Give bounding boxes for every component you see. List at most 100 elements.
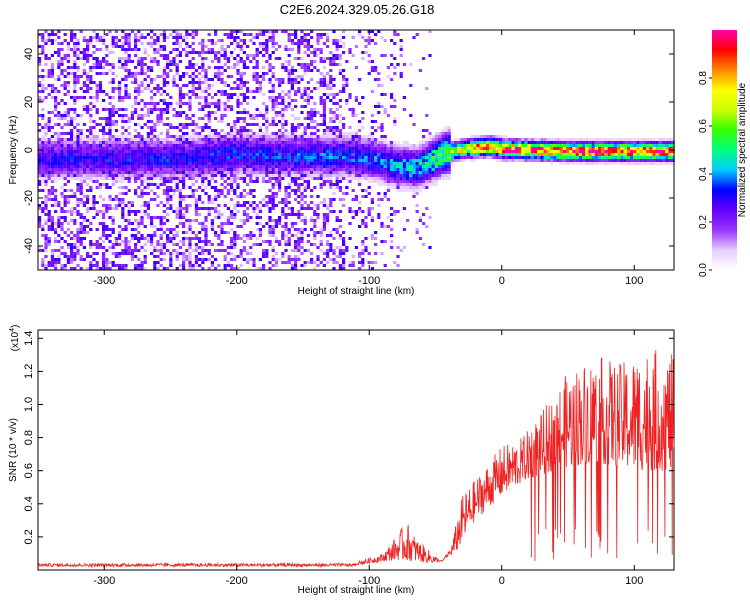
spectrogram-cell (249, 135, 253, 138)
spectrogram-cell (230, 159, 234, 162)
spectrogram-cell (57, 240, 61, 243)
spectrogram-cell (300, 78, 304, 81)
spectrogram-cell (114, 207, 118, 210)
spectrogram-cell (281, 123, 285, 126)
spectrogram-cell (217, 141, 221, 144)
spectrogram-cell (108, 267, 112, 270)
spectrogram-cell (399, 48, 403, 51)
spectrogram-cell (70, 243, 74, 246)
spectrogram-cell (111, 228, 115, 231)
spectrogram-cell (290, 48, 294, 51)
spectrogram-cell (111, 162, 115, 165)
spectrogram-cell (284, 213, 288, 216)
spectrogram-cell (143, 180, 147, 183)
spectrogram-cell (172, 159, 176, 162)
spectrogram-cell (137, 117, 141, 120)
spectrogram-cell (326, 159, 330, 162)
spectrogram-cell (185, 174, 189, 177)
spectrogram-cell (162, 183, 166, 186)
spectrogram-cell (105, 147, 109, 150)
spectrogram-cell (166, 207, 170, 210)
spectrogram-cell (425, 141, 429, 144)
spectrogram-cell (153, 246, 157, 249)
spectrogram-cell (326, 216, 330, 219)
spectrogram-cell (44, 126, 48, 129)
spectrogram-cell (156, 150, 160, 153)
spectrogram-cell (89, 126, 93, 129)
spectrogram-cell (223, 102, 227, 105)
spectrogram-cell (374, 171, 378, 174)
spectrogram-cell (367, 60, 371, 63)
spectrogram-cell (319, 159, 323, 162)
spectrogram-cell (57, 141, 61, 144)
spectrogram-cell (150, 96, 154, 99)
spectrogram-cell (220, 225, 224, 228)
spectrogram-cell (358, 78, 362, 81)
spectrogram-cell (188, 66, 192, 69)
spectrogram-cell (210, 261, 214, 264)
spectrogram-cell (134, 180, 138, 183)
spectrogram-cell (201, 225, 205, 228)
spectrogram-cell (178, 60, 182, 63)
spectrogram-cell (300, 39, 304, 42)
spectrogram-cell (271, 42, 275, 45)
spectrogram-cell (354, 132, 358, 135)
spectrogram-cell (118, 168, 122, 171)
spectrogram-cell (172, 156, 176, 159)
spectrogram-cell (178, 252, 182, 255)
spectrogram-cell (271, 186, 275, 189)
spectrogram-cell (150, 30, 154, 33)
spectrogram-cell (121, 138, 125, 141)
spectrogram-cell (114, 135, 118, 138)
spectrogram-cell (290, 144, 294, 147)
spectrogram-cell (108, 132, 112, 135)
spectrogram-cell (271, 207, 275, 210)
spectrogram-cell (204, 69, 208, 72)
spectrogram-cell (198, 213, 202, 216)
spectrogram-cell (150, 138, 154, 141)
spectrogram-cell (326, 177, 330, 180)
spectrogram-cell (143, 192, 147, 195)
spectrogram-cell (246, 132, 250, 135)
spectrogram-cell (220, 114, 224, 117)
spectrogram-cell (361, 150, 365, 153)
spectrogram-cell (201, 51, 205, 54)
spectrogram-cell (300, 165, 304, 168)
spectrogram-cell (364, 159, 368, 162)
spectrogram-cell (361, 177, 365, 180)
spectrogram-cell (313, 144, 317, 147)
spectrogram-cell (214, 51, 218, 54)
spectrogram-cell (258, 75, 262, 78)
spectrogram-cell (76, 240, 80, 243)
spectrogram-cell (70, 135, 74, 138)
spectrogram-cell (377, 153, 381, 156)
spectrogram-cell (393, 72, 397, 75)
spectrogram-cell (367, 186, 371, 189)
spectrogram-cell (127, 150, 131, 153)
spectrogram-cell (290, 72, 294, 75)
spectrogram-cell (300, 141, 304, 144)
spectrogram-cell (271, 132, 275, 135)
spectrogram-cell (98, 222, 102, 225)
spectrogram-cell (230, 156, 234, 159)
spectrogram-cell (60, 72, 64, 75)
spectrogram-cell (194, 177, 198, 180)
spectrogram-cell (76, 153, 80, 156)
spectrogram-cell (130, 228, 134, 231)
spectrogram-cell (159, 114, 163, 117)
spectrogram-cell (236, 150, 240, 153)
spectrogram-cell (223, 255, 227, 258)
spectrogram-cell (140, 108, 144, 111)
spectrogram-cell (412, 36, 416, 39)
spectrogram-cell (175, 33, 179, 36)
spectrogram-cell (294, 189, 298, 192)
spectrogram-cell (57, 54, 61, 57)
spectrogram-cell (294, 213, 298, 216)
spectrogram-cell (233, 135, 237, 138)
spectrogram-cell (127, 39, 131, 42)
spectrogram-cell (162, 204, 166, 207)
spectrogram-cell (409, 162, 413, 165)
spectrogram-cell (329, 183, 333, 186)
spectrogram-cell (223, 135, 227, 138)
spectrogram-cell (194, 138, 198, 141)
